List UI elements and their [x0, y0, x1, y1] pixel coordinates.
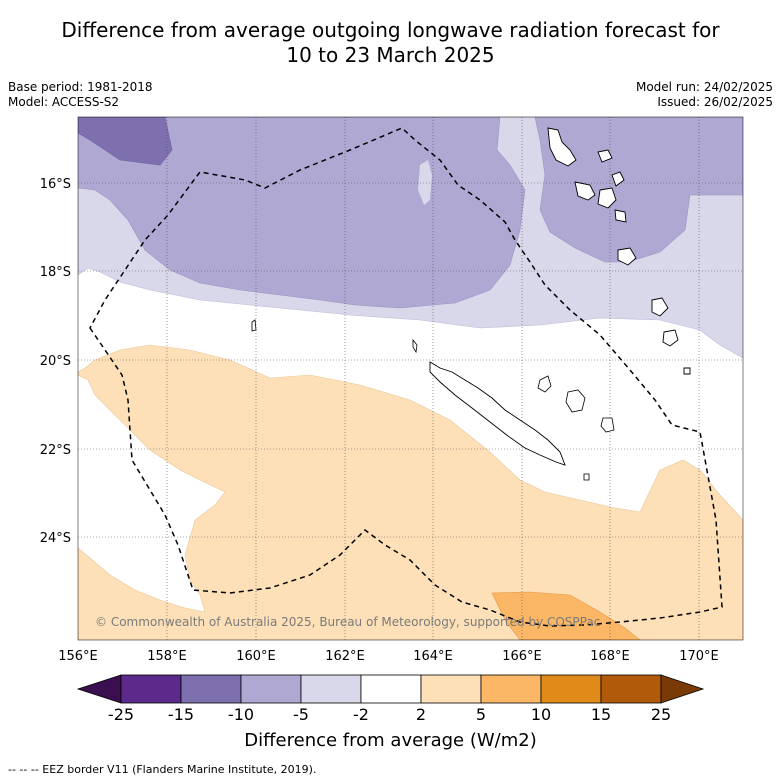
lat-tick-18s: 18°S: [40, 265, 71, 280]
colorbar-cell: [420, 674, 482, 704]
copyright-notice: © Commonwealth of Australia 2025, Bureau…: [95, 615, 600, 629]
colorbar-cell: [300, 674, 362, 704]
colorbar-cell: [360, 674, 422, 704]
lon-tick-164: 164°E: [413, 649, 453, 664]
vanuatu-malakula: [574, 181, 596, 201]
colorbar-tick-label: 5: [476, 705, 486, 724]
title-line-2: 10 to 23 March 2025: [286, 43, 495, 67]
colorbar-ticks: -25 -15 -10 -5 -2 2 5 10 15 25: [108, 705, 671, 724]
islet-west: [251, 319, 257, 332]
colorbar-cell: [600, 674, 662, 704]
map-area: [78, 117, 743, 640]
lon-tick-166: 166°E: [502, 649, 542, 664]
colorbar-cell: [480, 674, 542, 704]
eez-footnote: -- -- -- EEZ border V11 (Flanders Marine…: [8, 763, 317, 776]
model-name: Model: ACCESS-S2: [8, 95, 120, 109]
region-mid-purple-east: [534, 117, 743, 263]
vanuatu-coastline: [547, 127, 691, 375]
base-period: Base period: 1981-2018: [8, 80, 153, 94]
lon-tick-168: 168°E: [590, 649, 630, 664]
meta-left: Base period: 1981-2018 Model: ACCESS-S2: [8, 80, 153, 110]
loyalty-island-1: [537, 375, 552, 393]
colorbar: -25 -15 -10 -5 -2 2 5 10 15 25: [76, 674, 705, 724]
colorbar-tick-label: -2: [353, 705, 369, 724]
lon-tick-162: 162°E: [325, 649, 365, 664]
colorbar-tick-label: -25: [108, 705, 134, 724]
lat-tick-20s: 20°S: [40, 354, 71, 369]
vanuatu-maewo: [597, 149, 613, 163]
vanuatu-espiritu-santo: [547, 127, 577, 167]
colorbar-cell: [240, 674, 302, 704]
lat-tick-24s: 24°S: [40, 531, 71, 546]
colorbar-tick-label: 10: [531, 705, 551, 724]
region-mid-purple: [78, 117, 526, 309]
colorbar-cells: [120, 674, 662, 704]
colorbar-high-extension: [660, 674, 705, 704]
colorbar-tick-label: -15: [168, 705, 194, 724]
map-title: Difference from average outgoing longwav…: [0, 18, 781, 68]
region-light-orange: [78, 344, 743, 640]
region-light-spot: [418, 160, 432, 205]
lat-tick-16s: 16°S: [40, 177, 71, 192]
model-run: Model run: 24/02/2025: [635, 80, 773, 94]
lon-tick-160: 160°E: [236, 649, 276, 664]
latitude-ticks: 16°S 18°S 20°S 22°S 24°S: [40, 177, 71, 546]
vanuatu-aneityum: [662, 329, 679, 347]
colorbar-cell: [540, 674, 602, 704]
loyalty-island-3: [600, 417, 615, 433]
region-medium-orange: [491, 591, 641, 640]
colorbar-title: Difference from average (W/m2): [244, 730, 537, 751]
loyalty-island-2: [565, 389, 586, 413]
islet-north: [412, 338, 418, 354]
longitude-ticks: 156°E 158°E 160°E 162°E 164°E 166°E 168°…: [58, 649, 719, 664]
vanuatu-islet: [683, 367, 691, 375]
islet-south: [583, 473, 590, 481]
lon-tick-170: 170°E: [679, 649, 719, 664]
meta-right: Model run: 24/02/2025 Issued: 26/02/2025: [636, 80, 773, 110]
colorbar-tick-label: -5: [293, 705, 309, 724]
lon-tick-156: 156°E: [58, 649, 98, 664]
map-frame: [77, 116, 744, 641]
colorbar-tick-label: -10: [228, 705, 254, 724]
issued-date: Issued: 26/02/2025: [657, 95, 773, 109]
region-dark-purple: [78, 117, 173, 166]
colorbar-cell: [180, 674, 242, 704]
vanuatu-efate: [597, 187, 617, 209]
colorbar-tick-label: 25: [651, 705, 671, 724]
vanuatu-epi: [614, 209, 627, 223]
lat-tick-22s: 22°S: [40, 443, 71, 458]
colorbar-low-extension: [76, 674, 122, 704]
colorbar-cell: [120, 674, 182, 704]
colorbar-tick-label: 2: [416, 705, 426, 724]
vanuatu-tanna: [651, 297, 669, 317]
lon-tick-158: 158°E: [147, 649, 187, 664]
new-caledonia-coastline: [429, 361, 566, 466]
vanuatu-erromango: [617, 247, 637, 266]
title-line-1: Difference from average outgoing longwav…: [61, 18, 720, 42]
colorbar-tick-label: 15: [591, 705, 611, 724]
vanuatu-ambae: [611, 171, 625, 187]
